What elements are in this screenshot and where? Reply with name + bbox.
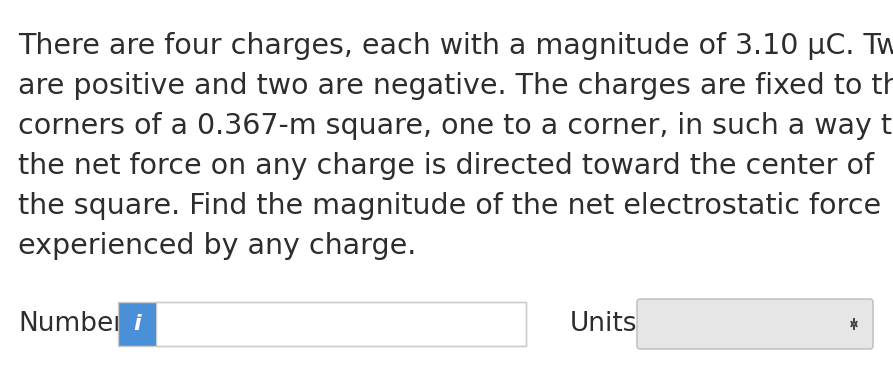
Bar — [118, 302, 526, 346]
Text: the square. Find the magnitude of the net electrostatic force: the square. Find the magnitude of the ne… — [18, 192, 881, 220]
Text: the net force on any charge is directed toward the center of: the net force on any charge is directed … — [18, 152, 874, 180]
Text: i: i — [133, 314, 141, 334]
Text: Units: Units — [570, 311, 638, 337]
Bar — [118, 302, 156, 346]
FancyBboxPatch shape — [637, 299, 873, 349]
Text: corners of a 0.367-m square, one to a corner, in such a way that: corners of a 0.367-m square, one to a co… — [18, 112, 893, 140]
Text: are positive and two are negative. The charges are fixed to the: are positive and two are negative. The c… — [18, 72, 893, 100]
Bar — [156, 302, 526, 346]
Text: Number: Number — [18, 311, 124, 337]
Text: There are four charges, each with a magnitude of 3.10 μC. Two: There are four charges, each with a magn… — [18, 32, 893, 60]
Text: experienced by any charge.: experienced by any charge. — [18, 232, 416, 260]
